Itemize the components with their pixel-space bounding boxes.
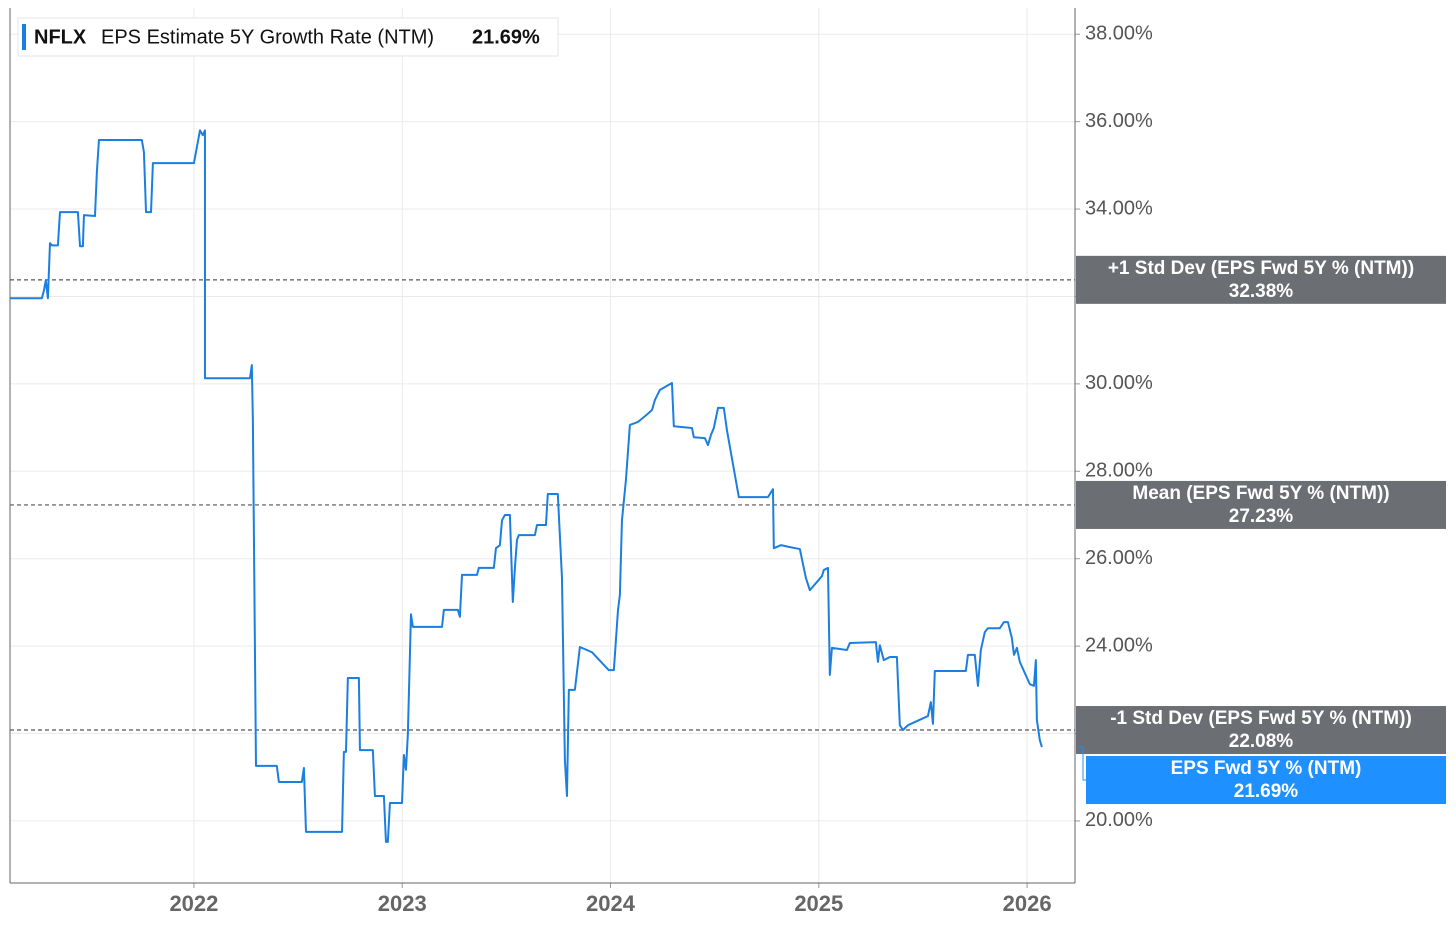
y-tick-label: 30.00% <box>1085 372 1153 394</box>
series-line <box>10 129 1043 843</box>
reference-value: 32.38% <box>1229 281 1294 302</box>
tag-value: 21.69% <box>1234 781 1299 802</box>
legend-ticker: NFLX <box>34 26 87 48</box>
reference-tag <box>1076 255 1446 304</box>
legend: NFLX EPS Estimate 5Y Growth Rate (NTM) 2… <box>17 17 559 57</box>
reference-tag <box>1076 706 1446 755</box>
y-tick-label: 28.00% <box>1085 460 1153 482</box>
legend-box <box>17 17 559 57</box>
x-tick-label: 2022 <box>169 891 218 916</box>
reference-value: 22.08% <box>1229 731 1294 752</box>
x-tick-label: 2024 <box>586 891 636 916</box>
reference-name: Mean (EPS Fwd 5Y % (NTM)) <box>1132 483 1389 504</box>
plot <box>10 129 1075 843</box>
reference-name: +1 Std Dev (EPS Fwd 5Y % (NTM)) <box>1108 258 1414 279</box>
reference-tag <box>1076 480 1446 529</box>
y-tick-label: 20.00% <box>1085 809 1153 831</box>
y-tick-label: 24.00% <box>1085 634 1153 656</box>
x-tick-label: 2026 <box>1003 891 1052 916</box>
legend-series-name: EPS Estimate 5Y Growth Rate (NTM) <box>101 26 434 48</box>
tag-name: EPS Fwd 5Y % (NTM) <box>1171 758 1362 779</box>
tag-connector <box>1078 746 1086 781</box>
y-tick-label: 38.00% <box>1085 23 1153 45</box>
legend-value: 21.69% <box>472 26 540 48</box>
x-tick-label: 2023 <box>378 891 427 916</box>
last-value-tag <box>1086 756 1446 805</box>
reference-value: 27.23% <box>1229 506 1294 527</box>
tags: +1 Std Dev (EPS Fwd 5Y % (NTM))32.38% Mea… <box>1076 255 1446 805</box>
legend-swatch <box>22 24 26 50</box>
y-tick-label: 26.00% <box>1085 547 1153 569</box>
x-tick-label: 2025 <box>794 891 843 916</box>
y-tick-label: 34.00% <box>1085 197 1153 219</box>
y-tick-label: 36.00% <box>1085 110 1153 132</box>
reference-name: -1 Std Dev (EPS Fwd 5Y % (NTM)) <box>1110 708 1412 729</box>
